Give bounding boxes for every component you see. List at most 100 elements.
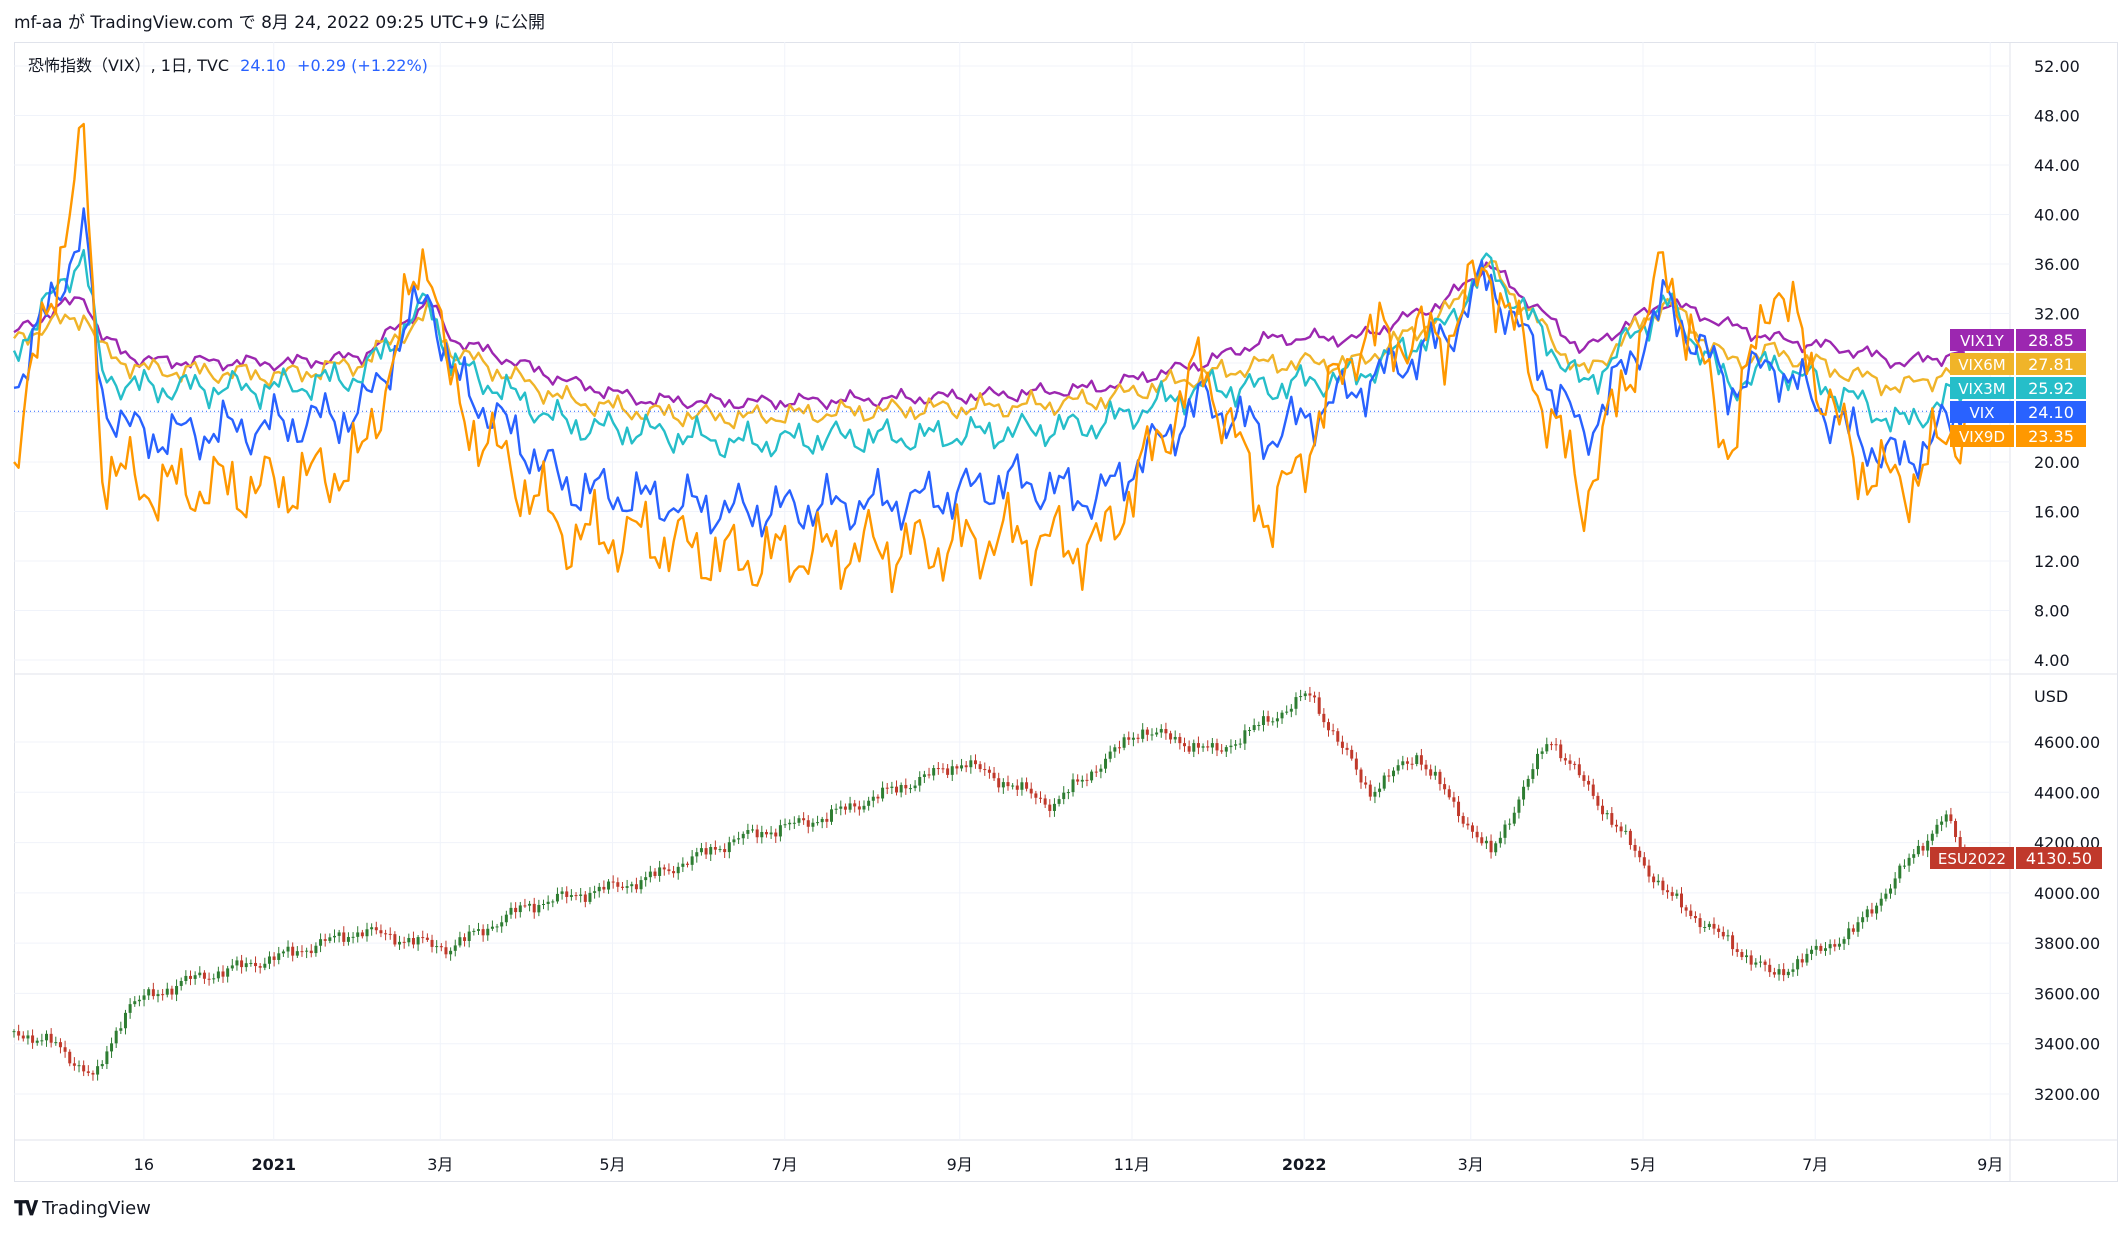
candle-body <box>1410 763 1414 765</box>
candle-body <box>1364 782 1368 785</box>
candle-body <box>63 1047 67 1052</box>
candle-body <box>811 822 815 827</box>
candle-body <box>1122 737 1126 748</box>
candle-body <box>1605 813 1609 815</box>
candle-body <box>792 822 796 824</box>
candle-body <box>1573 763 1577 765</box>
candle-body <box>1512 812 1516 824</box>
candle-body <box>476 929 480 931</box>
candle-body <box>908 788 912 790</box>
candle-body <box>1336 731 1340 742</box>
es-value-tag <box>2016 847 2102 869</box>
candle-body <box>1085 779 1089 781</box>
series-name-tag <box>1950 353 2014 375</box>
candle-body <box>709 847 713 855</box>
candle-body <box>332 935 336 938</box>
candle-body <box>1703 927 1707 929</box>
candle-body <box>778 825 782 837</box>
candle-body <box>370 927 374 930</box>
candle-body <box>718 849 722 851</box>
candle-body <box>1052 803 1056 811</box>
candle-body <box>26 1035 30 1039</box>
x-tick-label: 3月 <box>1458 1155 1484 1174</box>
candle-body <box>305 950 309 952</box>
candle-body <box>12 1031 16 1033</box>
candle-body <box>1619 826 1623 832</box>
candle-body <box>1433 771 1437 776</box>
candle-body <box>500 922 504 927</box>
candle-body <box>1828 944 1832 949</box>
candle-body <box>49 1033 53 1043</box>
candle-body <box>1935 824 1939 834</box>
last-value-label-vix1y: VIX1Y 28.85 <box>1950 329 2086 351</box>
candle-body <box>356 932 360 937</box>
candle-body <box>620 886 624 888</box>
candle-body <box>1350 749 1354 759</box>
candle-body <box>760 832 764 838</box>
candle-body <box>1048 804 1052 811</box>
candle-body <box>31 1035 35 1043</box>
candle-body <box>1740 952 1744 958</box>
candle-body <box>1368 784 1372 797</box>
candle-body <box>913 785 917 789</box>
candle-body <box>1322 713 1326 723</box>
candle-body <box>1675 893 1679 896</box>
candle-body <box>713 847 717 850</box>
candle-body <box>857 806 861 810</box>
candle-body <box>1796 959 1800 970</box>
candle-body <box>68 1051 72 1064</box>
candle-body <box>816 822 820 824</box>
candle-body <box>393 934 397 945</box>
x-tick-label: 7月 <box>772 1155 798 1174</box>
chart-legend: 恐怖指数（VIX）, 1日, TVC 24.10 +0.29 (+1.22%) <box>28 52 428 76</box>
candle-body <box>379 930 383 934</box>
candle-body <box>1117 747 1121 749</box>
candle-body <box>1949 814 1953 822</box>
footer-brand[interactable]: 𝐓𝐕 TradingView <box>14 1196 151 1220</box>
candle-body <box>1382 775 1386 789</box>
candle-body <box>1865 909 1869 918</box>
candle-body <box>319 939 323 946</box>
candle-body <box>402 941 406 943</box>
candle-body <box>625 886 629 888</box>
candle-body <box>1614 824 1618 827</box>
candle-body <box>1721 931 1725 937</box>
candle-body <box>1800 959 1804 963</box>
candle-body <box>1392 770 1396 777</box>
candle-body <box>1549 744 1553 746</box>
candle-body <box>1224 747 1228 752</box>
candle-body <box>249 962 253 964</box>
candle-body <box>365 929 369 937</box>
candle-body <box>1642 857 1646 866</box>
x-tick-label: 9月 <box>947 1155 973 1174</box>
candle-body <box>226 968 230 977</box>
candle-body <box>602 886 606 890</box>
candle-body <box>1299 696 1303 698</box>
series-value-text: 24.10 <box>2028 403 2074 422</box>
candle-body <box>853 803 857 807</box>
candle-body <box>1707 923 1711 928</box>
candle-body <box>1243 730 1247 744</box>
candle-body <box>741 833 745 839</box>
candle-body <box>1944 814 1948 822</box>
candle-body <box>1837 943 1841 947</box>
candle-body <box>1540 751 1544 754</box>
candle-body <box>1833 944 1837 947</box>
candle-body <box>105 1051 109 1065</box>
candle-body <box>843 806 847 810</box>
candle-body <box>802 818 806 821</box>
candle-body <box>1489 840 1493 853</box>
candle-body <box>1252 725 1256 730</box>
candle-body <box>1563 758 1567 761</box>
candle-body <box>1954 821 1958 838</box>
candle-body <box>890 786 894 788</box>
last-value-label-vix3m: VIX3M 25.92 <box>1950 377 2086 399</box>
candle-body <box>1847 928 1851 940</box>
candle-body <box>1131 737 1135 740</box>
candle-body <box>769 832 773 835</box>
candle-body <box>119 1028 123 1031</box>
candle-body <box>1215 743 1219 751</box>
candle-body <box>202 972 206 979</box>
candle-body <box>528 903 532 906</box>
